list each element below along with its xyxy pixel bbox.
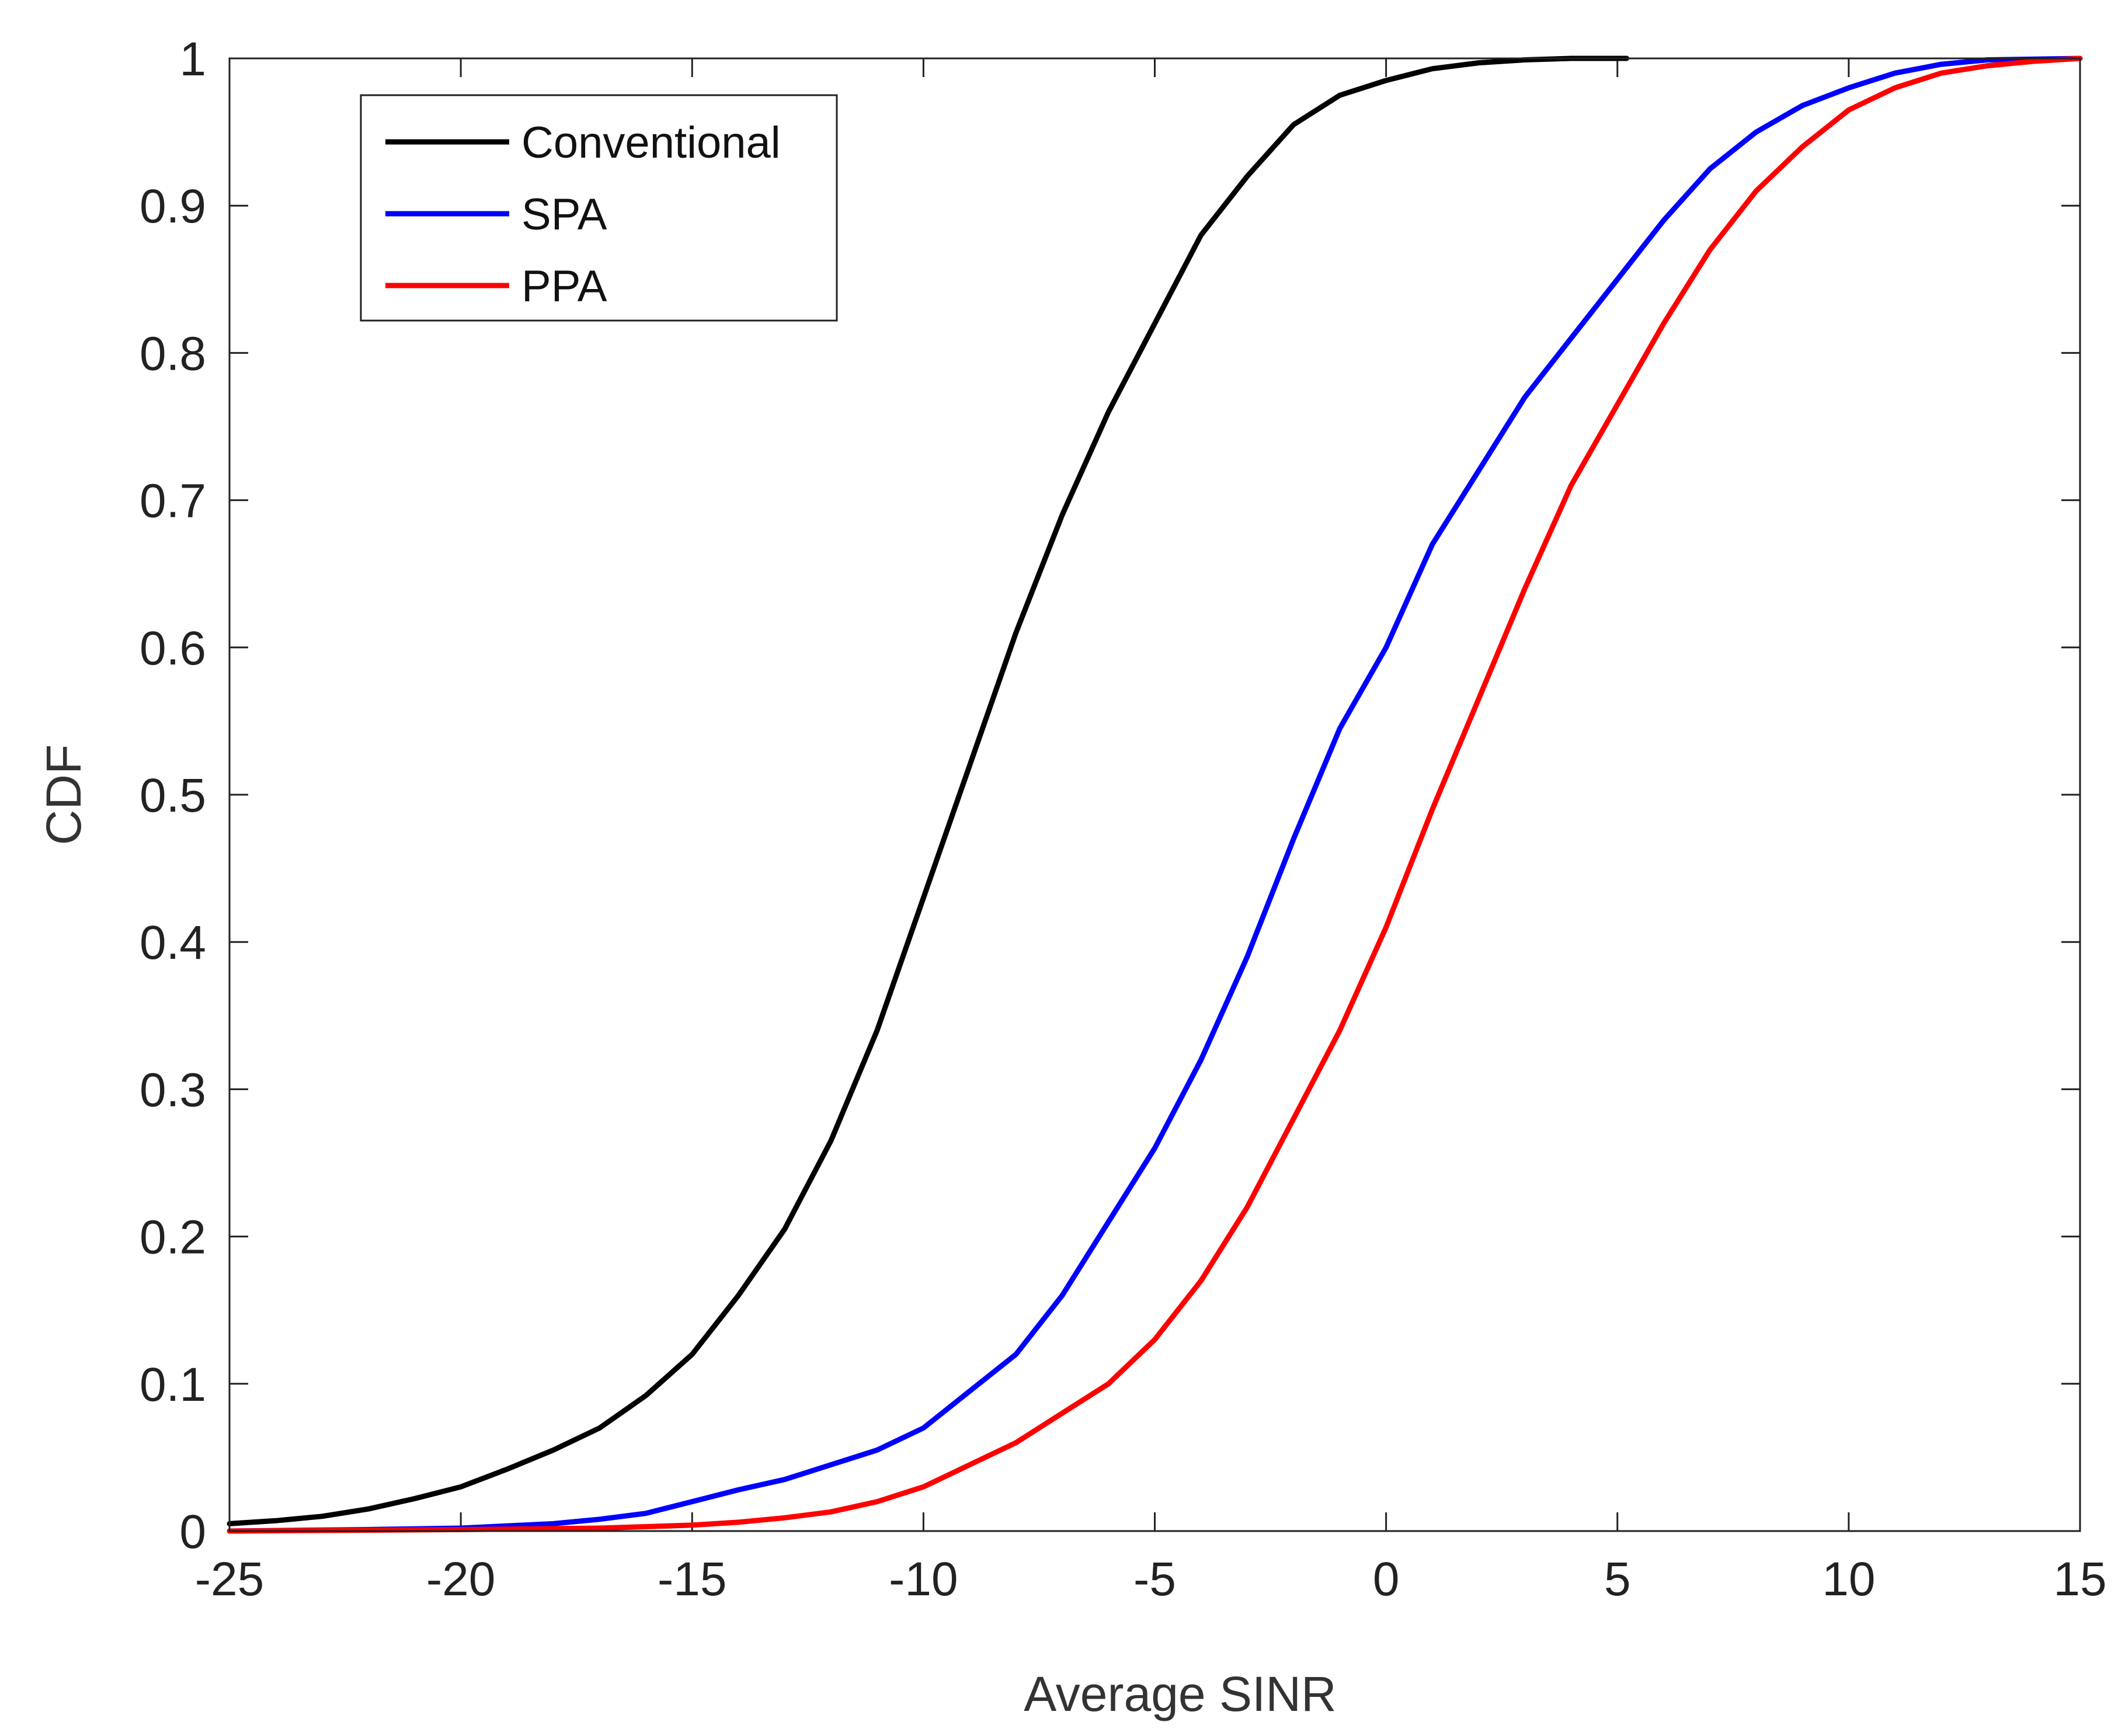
tick-labels-layer: -25 -20 -15 -10 -5 0 5 10 15 0 0.1 0.2 0.3 0.4 0.5 0.6 0… [140,33,2107,1606]
x-tick-label: -15 [658,1553,727,1606]
plot-area-frame [228,57,2081,1532]
x-tick-label: 0 [1373,1553,1400,1606]
y-tick-label: 0.3 [140,1063,206,1116]
y-tick-label: 0.4 [140,916,206,969]
series-line-ppa [227,55,2083,1534]
x-tick-label: 5 [1604,1553,1631,1606]
y-axis-title: CDF [36,745,91,846]
x-tick-label: -10 [889,1553,958,1606]
legend-label-ppa: PPA [521,262,607,311]
x-tick-label: 15 [2053,1553,2106,1606]
x-tick-label: -5 [1133,1553,1176,1606]
y-tick-label: 0.1 [140,1358,206,1411]
series-line-spa [227,55,2083,1534]
legend-label-conventional: Conventional [521,118,781,168]
y-tick-label: 0.9 [140,180,206,233]
y-tick-label: 0.2 [140,1211,206,1264]
x-tick-label: -25 [195,1553,265,1606]
x-tick-label: -20 [426,1553,496,1606]
y-tick-label: 0 [179,1505,206,1558]
legend: Conventional SPA PPA [360,94,838,322]
y-tick-label: 0.5 [140,769,206,822]
y-tick-label: 0.6 [140,622,206,675]
y-tick-label: 0.8 [140,327,206,380]
x-axis-title: Average SINR [1024,1667,1336,1721]
legend-label-spa: SPA [521,190,607,239]
y-tick-label: 1 [179,33,206,86]
y-tick-label: 0.7 [140,475,206,528]
series-line-conventional [227,55,1630,1526]
x-tick-label: 10 [1822,1553,1875,1606]
series-layer [227,55,2083,1534]
